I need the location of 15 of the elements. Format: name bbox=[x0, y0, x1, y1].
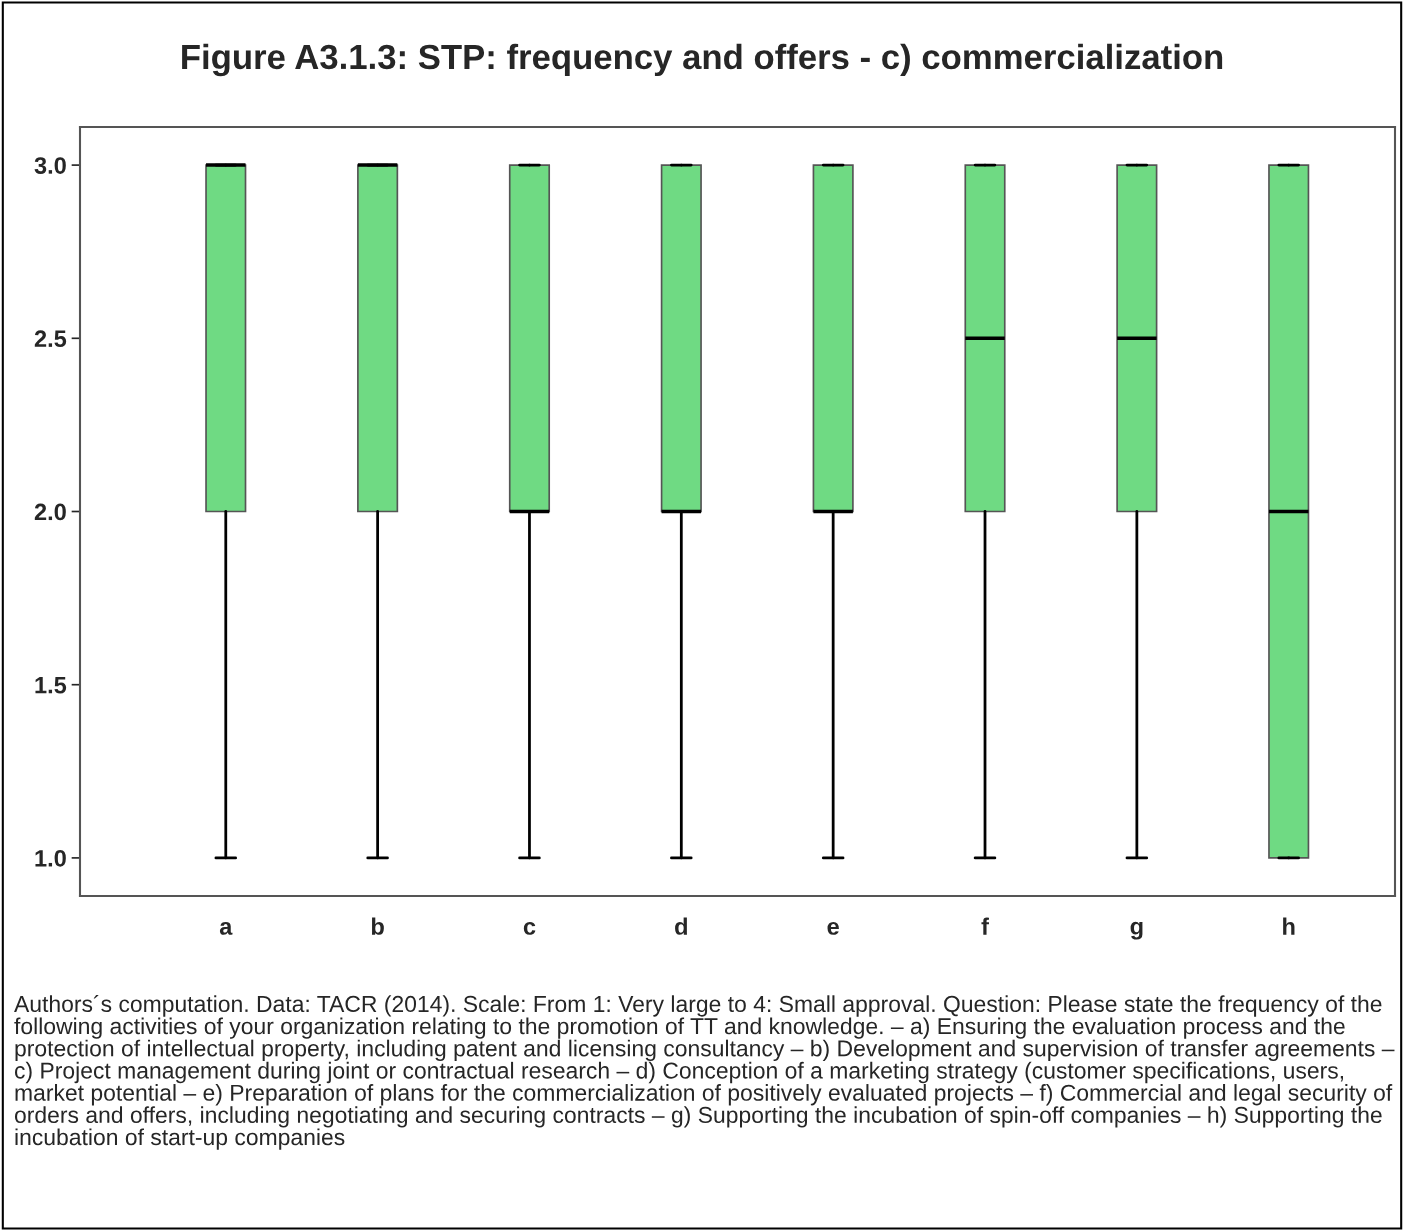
x-tick-label: d bbox=[675, 917, 687, 935]
chart-title: Figure A3.1.3: STP: frequency and offers - c) commercialization bbox=[182, 43, 1223, 77]
text: Authors´s computation. Data: TACR (2014). Scale: From 1: Very large to 4: Small approval. Question: Please state the frequency of the following activities of your organization relating to the promotion of TT and knowledge. – a) Ensuring the evaluation process and the protection of intellectual property, including patent and licensing consultancy – b) Development and supervision of transfer agreements – c) Project management during joint or contractual research – d) Conception of a marketing strategy (customer specifications, users, market potential – e) Preparation of plans for the commercialization of positively evaluated projects – f) Commercial and legal security of orders and offers, including negotiating and securing contracts – g) Supporting the incubation of spin-off companies – h) Supporting the incubation of start-up companies bbox=[14, 995, 1395, 1150]
y-tick-label: 2.5 bbox=[34, 330, 67, 348]
x-tick-label: a bbox=[219, 921, 233, 935]
x-tick-label: f bbox=[981, 917, 989, 935]
x-tick-label: e bbox=[827, 921, 839, 935]
x-tick-label: c bbox=[523, 921, 536, 935]
x-tick-label: h bbox=[1283, 917, 1295, 935]
y-tick-label: 1.5 bbox=[35, 677, 67, 694]
x-tick-label: g bbox=[1130, 921, 1143, 940]
y-tick-label: 1.0 bbox=[35, 849, 66, 867]
x-tick-label: b bbox=[371, 917, 384, 935]
y-tick-label: 3.0 bbox=[34, 157, 66, 174]
y-tick-label: 2.0 bbox=[34, 503, 66, 521]
